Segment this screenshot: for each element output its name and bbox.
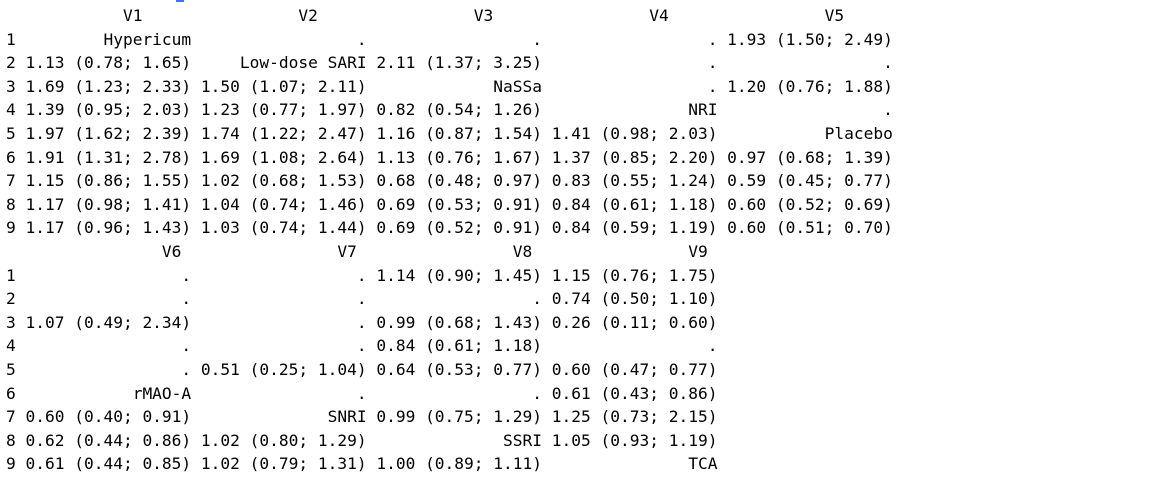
table-row: 7 1.15 (0.86; 1.55) 1.02 (0.68; 1.53) 0.… (6, 171, 893, 191)
table-row: 4 . . 0.84 (0.61; 1.18) . (6, 336, 718, 356)
table-row: 5 1.97 (1.62; 2.39) 1.74 (1.22; 2.47) 1.… (6, 123, 893, 143)
column-header-row: V6 V7 V8 V9 (6, 241, 708, 261)
table-row: 1 . . 1.14 (0.90; 1.45) 1.15 (0.76; 1.75… (6, 265, 718, 285)
table-row: 3 1.07 (0.49; 2.34) . 0.99 (0.68; 1.43) … (6, 312, 718, 332)
table-block-v6-v9: V6 V7 V8 V9 1 . . 1.14 (0.90; 1.45) 1.15… (6, 240, 1161, 476)
table-row: 7 0.60 (0.40; 0.91) SNRI 0.99 (0.75; 1.2… (6, 407, 718, 427)
table-row: 1 Hypericum . . . 1.93 (1.50; 2.49) (6, 29, 893, 49)
table-row: 3 1.69 (1.23; 2.33) 1.50 (1.07; 2.11) Na… (6, 76, 893, 96)
table-block-v1-v5: V1 V2 V3 V4 V5 1 Hypericum . . . 1.93 (1… (6, 4, 1161, 240)
table-row: 9 1.17 (0.96; 1.43) 1.03 (0.74; 1.44) 0.… (6, 218, 893, 238)
table-row: 6 1.91 (1.31; 2.78) 1.69 (1.08; 2.64) 1.… (6, 147, 893, 167)
table-row: 2 1.13 (0.78; 1.65) Low-dose SARI 2.11 (… (6, 53, 893, 73)
table-row: 8 1.17 (0.98; 1.41) 1.04 (0.74; 1.46) 0.… (6, 194, 893, 214)
table-row: 5 . 0.51 (0.25; 1.04) 0.64 (0.53; 0.77) … (6, 359, 718, 379)
table-row: 6 rMAO-A . . 0.61 (0.43; 0.86) (6, 383, 718, 403)
table-row: 4 1.39 (0.95; 2.03) 1.23 (0.77; 1.97) 0.… (6, 100, 893, 120)
column-header-row: V1 V2 V3 V4 V5 (6, 6, 845, 25)
r-console-output: V1 V2 V3 V4 V5 1 Hypericum . . . 1.93 (1… (6, 4, 1161, 476)
table-row: 8 0.62 (0.44; 0.86) 1.02 (0.80; 1.29) SS… (6, 430, 718, 450)
table-row: 9 0.61 (0.44; 0.85) 1.02 (0.79; 1.31) 1.… (6, 454, 718, 474)
table-row: 2 . . . 0.74 (0.50; 1.10) (6, 289, 718, 309)
console-scroll-marker (176, 0, 184, 2)
